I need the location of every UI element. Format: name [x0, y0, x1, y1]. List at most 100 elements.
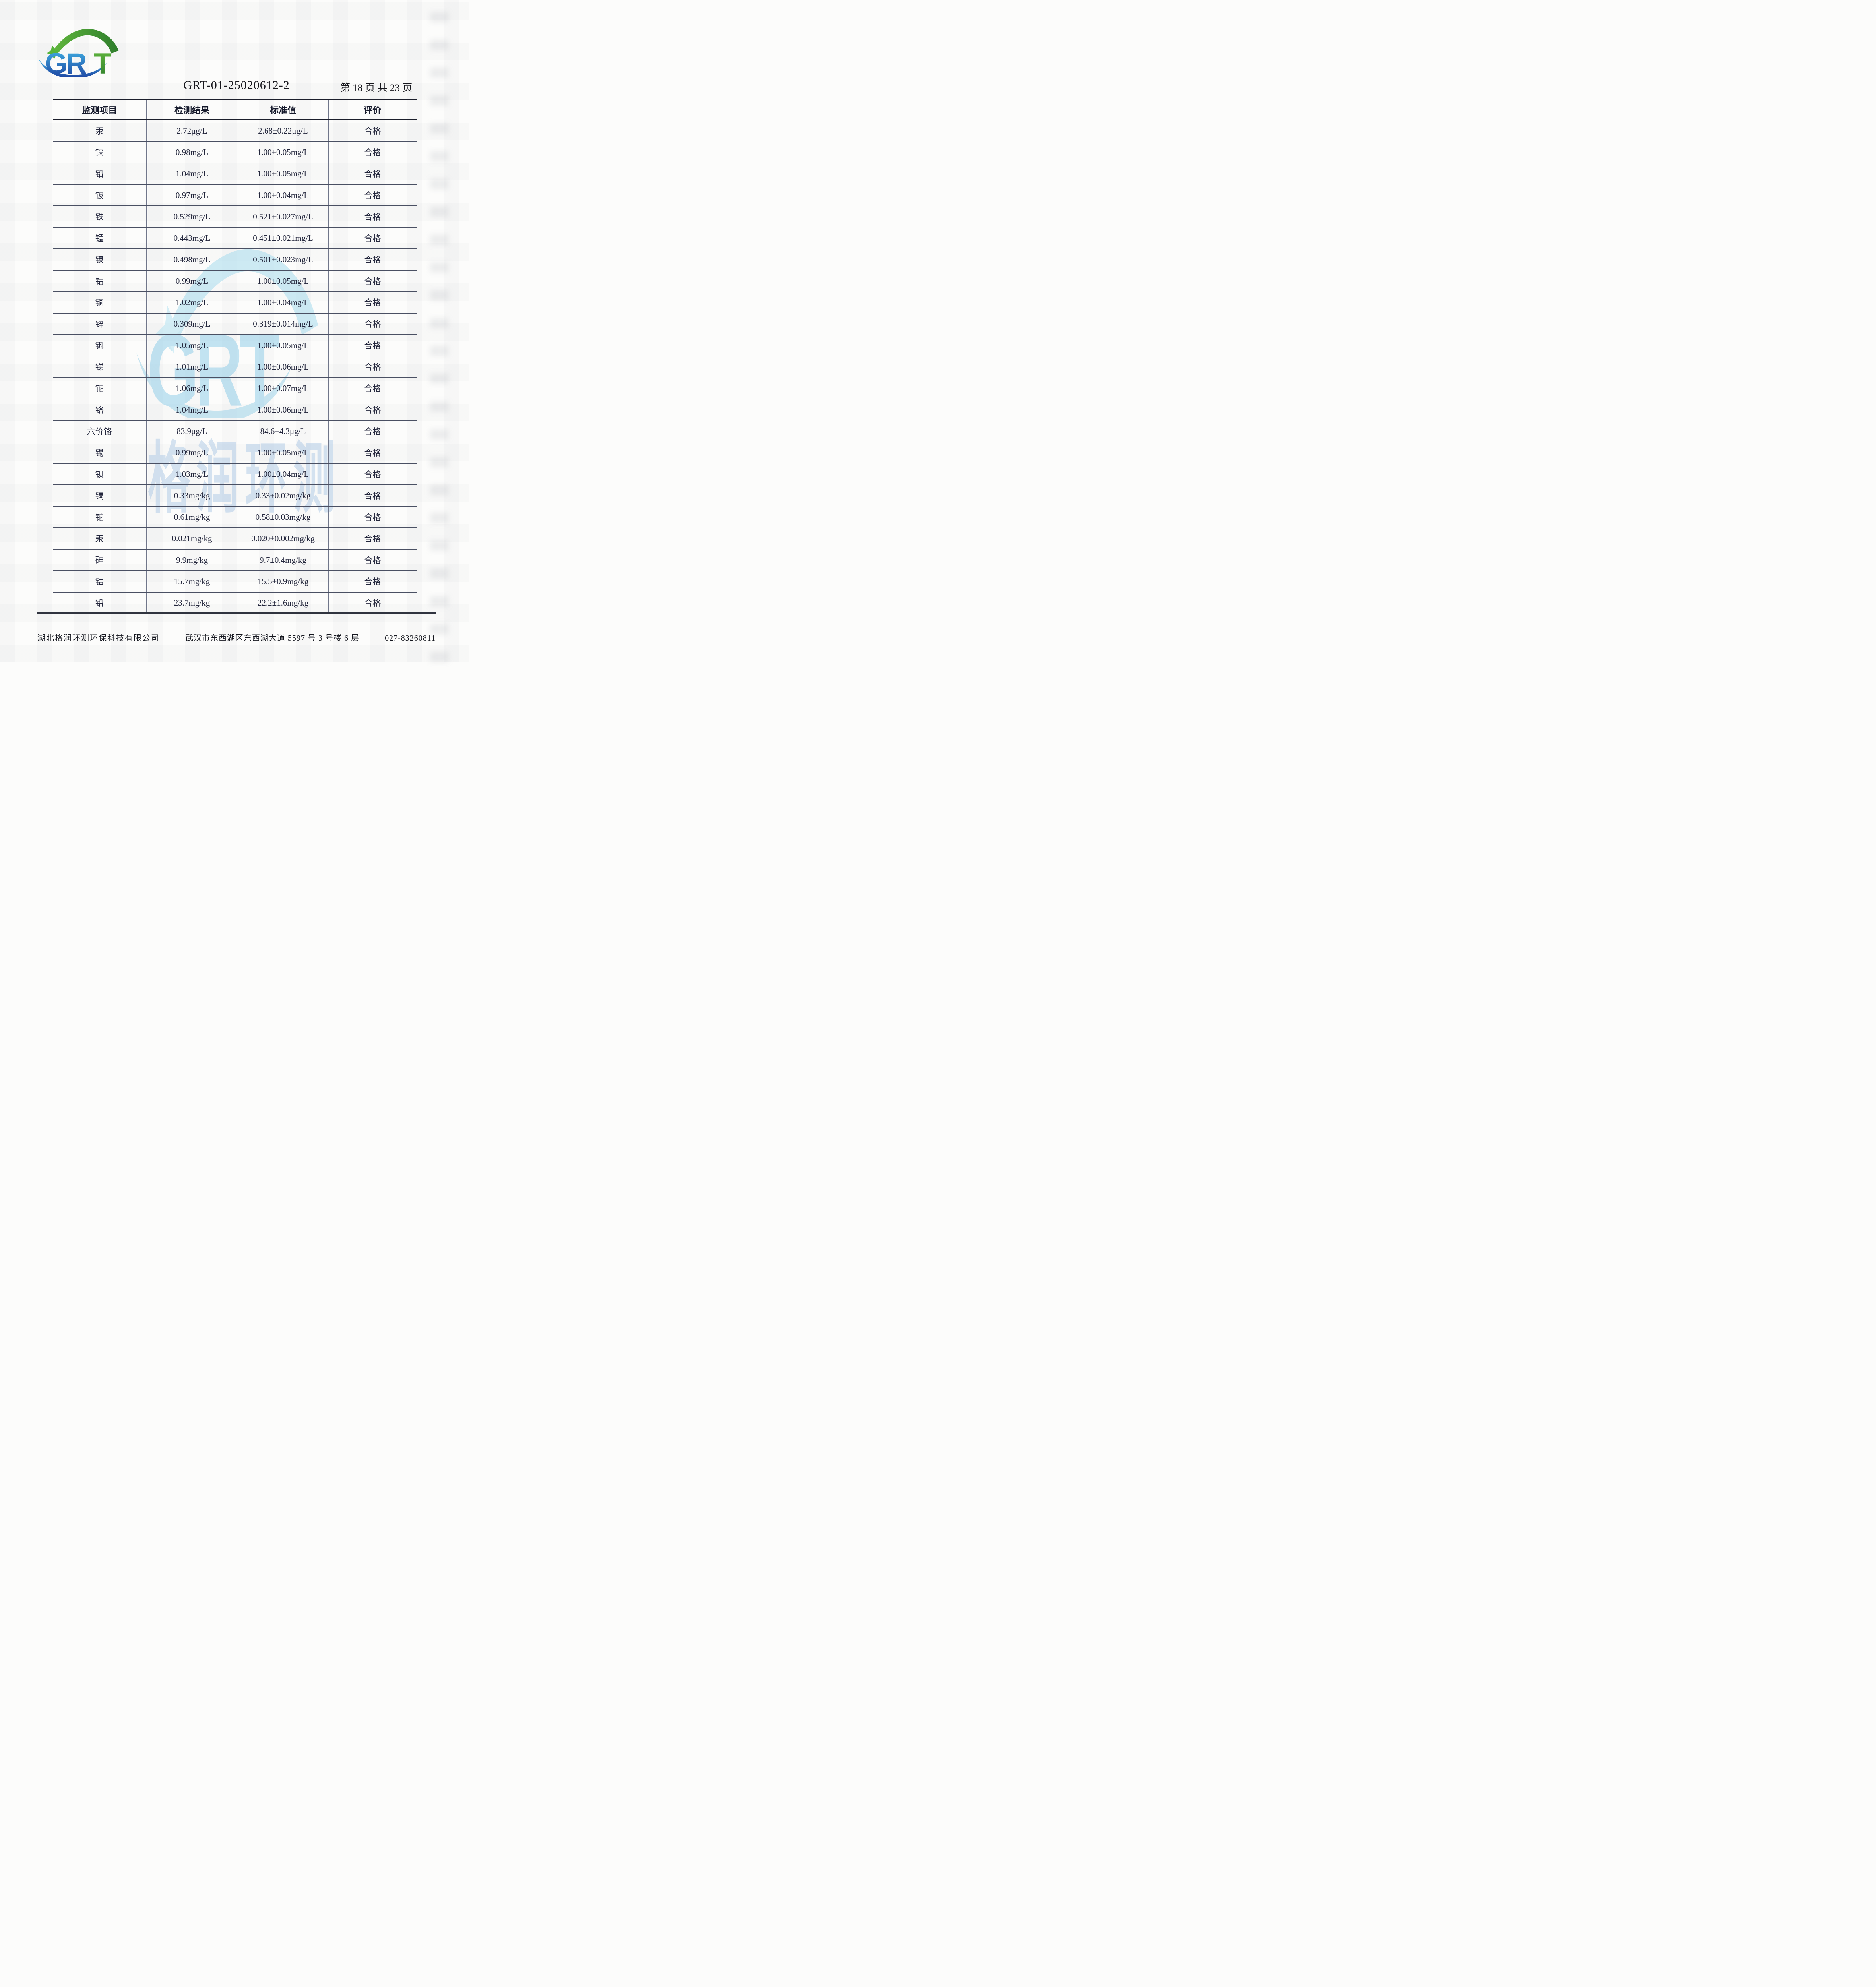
table-row: 铬 1.04mg/L 1.00±0.06mg/L 合格	[53, 399, 417, 421]
table-row: 铊 0.61mg/kg 0.58±0.03mg/kg 合格	[53, 506, 417, 528]
cell-standard: 0.521±0.027mg/L	[238, 206, 329, 228]
table-row: 铜 1.02mg/L 1.00±0.04mg/L 合格	[53, 292, 417, 314]
cell-result: 0.61mg/kg	[146, 506, 238, 528]
cell-result: 1.02mg/L	[146, 292, 238, 314]
cell-item: 铬	[53, 399, 147, 421]
cell-evaluation: 合格	[328, 485, 417, 507]
cell-result: 0.498mg/L	[146, 249, 238, 271]
cell-standard: 1.00±0.06mg/L	[238, 399, 329, 421]
cell-item: 锌	[53, 313, 147, 335]
table-row: 铍 0.97mg/L 1.00±0.04mg/L 合格	[53, 184, 417, 206]
cell-evaluation: 合格	[328, 528, 417, 550]
cell-standard: 1.00±0.05mg/L	[238, 141, 329, 163]
column-header-evaluation: 评价	[328, 99, 417, 120]
cell-standard: 15.5±0.9mg/kg	[238, 571, 329, 593]
cell-result: 0.97mg/L	[146, 184, 238, 206]
column-header-standard: 标准值	[238, 99, 329, 120]
cell-result: 0.309mg/L	[146, 313, 238, 335]
results-table-header: 监测项目 检测结果 标准值 评价	[53, 99, 417, 120]
cell-evaluation: 合格	[328, 356, 417, 378]
cell-evaluation: 合格	[328, 184, 417, 206]
cell-item: 铁	[53, 206, 147, 228]
cell-evaluation: 合格	[328, 206, 417, 228]
cell-item: 铜	[53, 292, 147, 314]
footer: 湖北格润环测环保科技有限公司 武汉市东西湖区东西湖大道 5597 号 3 号楼 …	[37, 631, 436, 643]
table-row: 铅 1.04mg/L 1.00±0.05mg/L 合格	[53, 163, 417, 185]
cell-item: 钴	[53, 571, 147, 593]
cell-item: 镍	[53, 249, 147, 271]
footer-phone: 027-83260811	[385, 634, 436, 643]
cell-item: 铊	[53, 506, 147, 528]
cell-standard: 1.00±0.05mg/L	[238, 335, 329, 356]
cell-result: 0.021mg/kg	[146, 528, 238, 550]
table-row: 锑 1.01mg/L 1.00±0.06mg/L 合格	[53, 356, 417, 378]
table-row: 钴 0.99mg/L 1.00±0.05mg/L 合格	[53, 270, 417, 292]
footer-divider	[37, 612, 436, 614]
cell-result: 0.443mg/L	[146, 227, 238, 249]
cell-result: 0.99mg/L	[146, 270, 238, 292]
logo-arc-icon	[50, 29, 119, 58]
cell-item: 锡	[53, 442, 147, 464]
cell-result: 0.33mg/kg	[146, 485, 238, 507]
logo-swoosh-icon	[38, 58, 107, 77]
table-row: 汞 0.021mg/kg 0.020±0.002mg/kg 合格	[53, 528, 417, 550]
cell-standard: 1.00±0.04mg/L	[238, 184, 329, 206]
cell-item: 铊	[53, 378, 147, 399]
cell-item: 铅	[53, 592, 147, 614]
logo-star-icon	[47, 45, 61, 59]
cell-result: 15.7mg/kg	[146, 571, 238, 593]
table-row: 汞 2.72μg/L 2.68±0.22μg/L 合格	[53, 120, 417, 142]
table-row: 镉 0.33mg/kg 0.33±0.02mg/kg 合格	[53, 485, 417, 507]
cell-standard: 84.6±4.3μg/L	[238, 420, 329, 442]
footer-company: 湖北格润环测环保科技有限公司	[37, 634, 160, 643]
cell-evaluation: 合格	[328, 163, 417, 185]
table-row: 钡 1.03mg/L 1.00±0.04mg/L 合格	[53, 463, 417, 485]
table-row: 钒 1.05mg/L 1.00±0.05mg/L 合格	[53, 335, 417, 356]
cell-result: 23.7mg/kg	[146, 592, 238, 614]
cell-evaluation: 合格	[328, 120, 417, 142]
cell-evaluation: 合格	[328, 442, 417, 464]
cell-evaluation: 合格	[328, 141, 417, 163]
cell-result: 0.98mg/L	[146, 141, 238, 163]
cell-evaluation: 合格	[328, 399, 417, 421]
cell-evaluation: 合格	[328, 270, 417, 292]
table-row: 锌 0.309mg/L 0.319±0.014mg/L 合格	[53, 313, 417, 335]
doc-number: GRT-01-25020612-2	[183, 79, 290, 92]
cell-standard: 0.501±0.023mg/L	[238, 249, 329, 271]
cell-standard: 0.319±0.014mg/L	[238, 313, 329, 335]
cell-item: 镉	[53, 141, 147, 163]
cell-result: 9.9mg/kg	[146, 549, 238, 571]
cell-item: 钒	[53, 335, 147, 356]
table-row: 砷 9.9mg/kg 9.7±0.4mg/kg 合格	[53, 549, 417, 571]
table-row: 锡 0.99mg/L 1.00±0.05mg/L 合格	[53, 442, 417, 464]
header-row: 监测项目 检测结果 标准值 评价	[53, 99, 417, 120]
cell-evaluation: 合格	[328, 378, 417, 399]
cell-standard: 9.7±0.4mg/kg	[238, 549, 329, 571]
cell-standard: 0.020±0.002mg/kg	[238, 528, 329, 550]
cell-result: 83.9μg/L	[146, 420, 238, 442]
cell-evaluation: 合格	[328, 313, 417, 335]
cell-result: 2.72μg/L	[146, 120, 238, 142]
cell-item: 铅	[53, 163, 147, 185]
cell-standard: 22.2±1.6mg/kg	[238, 592, 329, 614]
table-row: 六价铬 83.9μg/L 84.6±4.3μg/L 合格	[53, 420, 417, 442]
cell-item: 钴	[53, 270, 147, 292]
results-table: 监测项目 检测结果 标准值 评价 汞 2.72μg/L 2.68±0.22μg/L 合…	[53, 99, 417, 614]
cell-result: 0.529mg/L	[146, 206, 238, 228]
cell-item: 汞	[53, 120, 147, 142]
cell-result: 1.01mg/L	[146, 356, 238, 378]
cell-standard: 1.00±0.04mg/L	[238, 292, 329, 314]
cell-evaluation: 合格	[328, 292, 417, 314]
logo-text-t: T	[94, 47, 112, 77]
footer-address: 武汉市东西湖区东西湖大道 5597 号 3 号楼 6 层	[185, 634, 360, 643]
cell-result: 1.06mg/L	[146, 378, 238, 399]
cell-result: 1.05mg/L	[146, 335, 238, 356]
cell-standard: 2.68±0.22μg/L	[238, 120, 329, 142]
column-header-result: 检测结果	[146, 99, 238, 120]
cell-standard: 1.00±0.05mg/L	[238, 270, 329, 292]
cell-evaluation: 合格	[328, 249, 417, 271]
scan-smudge	[430, 0, 448, 662]
cell-item: 锑	[53, 356, 147, 378]
cell-result: 1.04mg/L	[146, 163, 238, 185]
cell-evaluation: 合格	[328, 506, 417, 528]
